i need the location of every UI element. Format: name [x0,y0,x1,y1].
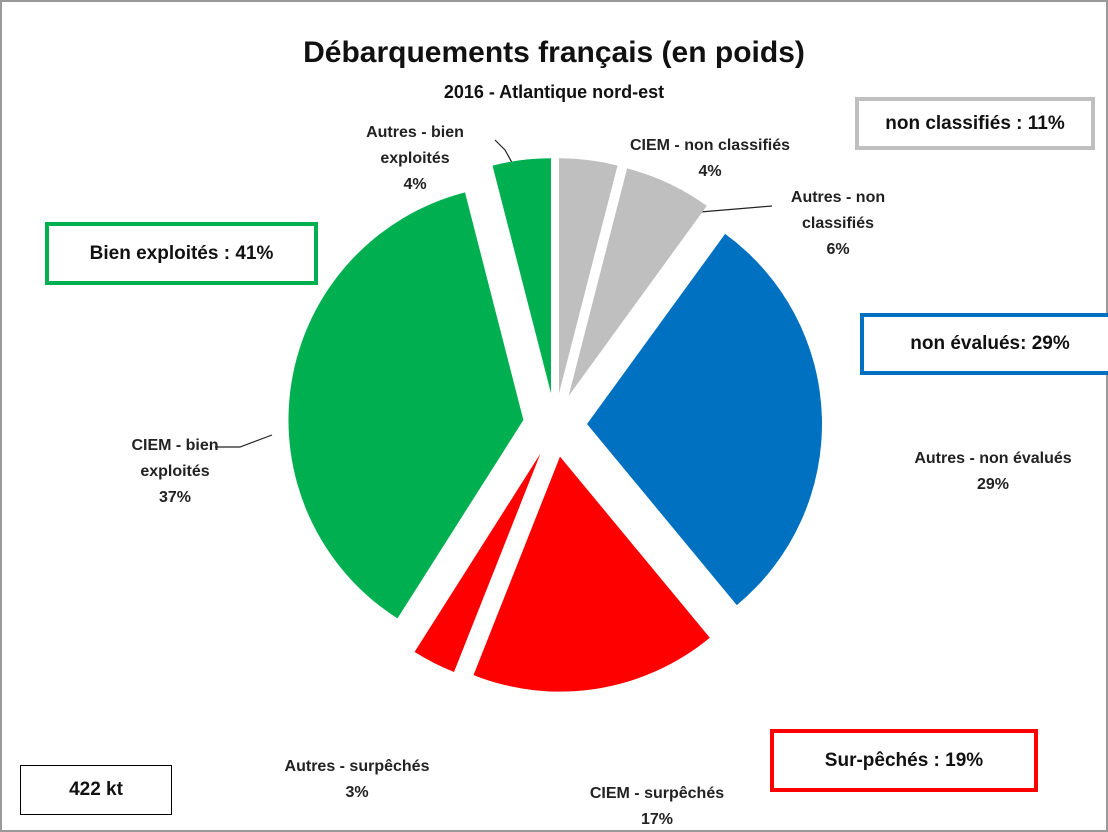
annotation-box: Bien exploités : 41% [45,222,318,285]
data-label: CIEM - surpêchés 17% [552,781,762,832]
pie-slice [587,233,822,606]
data-label: CIEM - non classifiés 4% [615,133,805,185]
leader-line [215,434,273,448]
slice-value: 17% [640,811,674,828]
slice-name: Autres - bien exploités [366,124,464,167]
slice-name: Autres - non évalués [914,450,1072,467]
slice-value: 4% [698,163,722,180]
slice-name: Autres - surpêchés [284,758,430,775]
annotation-box: 422 kt [20,765,172,815]
data-label: Autres - non classifiés 6% [773,185,903,263]
slice-name: CIEM - surpêchés [589,785,725,802]
slice-value: 6% [826,241,850,258]
data-label: Autres - bien exploités 4% [355,120,475,198]
slice-value: 29% [976,476,1010,493]
chart-title: Débarquements français (en poids) [303,36,805,69]
data-label: CIEM - bien exploités 37% [100,433,250,511]
slice-value: 4% [403,176,427,193]
annotation-box: non classifiés : 11% [855,97,1095,150]
slice-name: CIEM - bien exploités [131,437,219,480]
annotation-box: Sur-pêchés : 19% [770,729,1038,792]
pie-slice [559,158,618,394]
annotation-box: non évalués: 29% [860,313,1108,375]
data-label: Autres - surpêchés 3% [252,754,462,806]
slice-value: 3% [345,784,369,801]
pie-slice [288,192,524,619]
leader-line [699,205,773,213]
pie-slice [414,453,541,672]
pie-slice [473,456,710,692]
slice-name: CIEM - non classifiés [629,137,791,154]
slice-name: Autres - non classifiés [790,189,886,232]
chart-subtitle: 2016 - Atlantique nord-est [443,82,665,102]
data-label: Autres - non évalués 29% [888,446,1098,498]
pie-slice [568,168,707,396]
pie-slice [492,158,551,394]
slice-value: 37% [158,489,192,506]
